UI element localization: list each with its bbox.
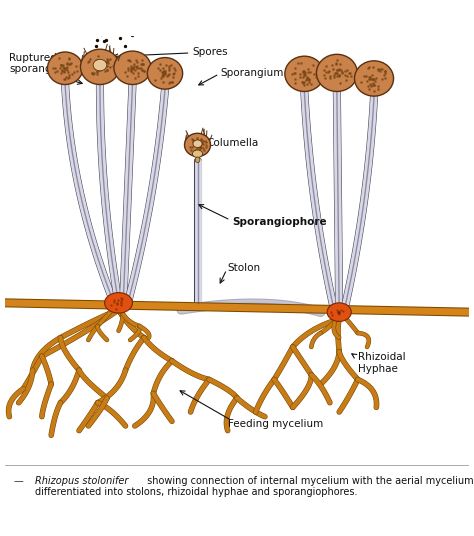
Ellipse shape — [285, 56, 324, 92]
Ellipse shape — [184, 133, 210, 157]
Text: Rhizoidal
Hyphae: Rhizoidal Hyphae — [358, 353, 405, 374]
Ellipse shape — [355, 61, 393, 96]
Text: Sporangiophore: Sporangiophore — [232, 217, 327, 227]
Ellipse shape — [81, 49, 119, 85]
Text: differentiated into stolons, rhizoidal hyphae and sporangiophores.: differentiated into stolons, rhizoidal h… — [35, 487, 357, 497]
Ellipse shape — [327, 303, 351, 322]
Text: Rhizopus stolonifer: Rhizopus stolonifer — [35, 476, 128, 486]
Text: Sporangium: Sporangium — [221, 68, 284, 78]
Ellipse shape — [193, 140, 202, 147]
Text: Ruptured
sporangium: Ruptured sporangium — [9, 53, 72, 75]
Ellipse shape — [47, 52, 83, 85]
Text: showing connection of internal mycelium with the aerial mycelium which is: showing connection of internal mycelium … — [144, 476, 474, 486]
Ellipse shape — [195, 157, 200, 162]
Text: Spores: Spores — [193, 47, 228, 57]
Ellipse shape — [105, 293, 132, 313]
Ellipse shape — [192, 150, 202, 158]
Text: Stolon: Stolon — [228, 263, 261, 273]
Ellipse shape — [114, 51, 151, 85]
Text: Feeding mycelium: Feeding mycelium — [228, 419, 323, 429]
Text: —: — — [14, 476, 27, 486]
Text: Columella: Columella — [207, 138, 259, 147]
Ellipse shape — [317, 54, 357, 92]
Ellipse shape — [93, 59, 107, 71]
Ellipse shape — [147, 57, 182, 89]
